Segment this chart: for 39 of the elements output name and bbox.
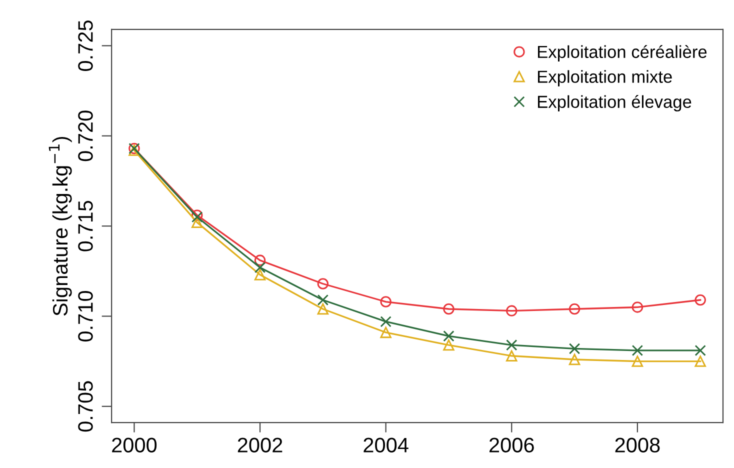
point (632, 302, 644, 313)
point (317, 303, 329, 315)
point (506, 339, 518, 351)
point (380, 316, 392, 328)
point (632, 356, 644, 367)
y-tick-label: 0.715 (78, 200, 93, 252)
point (506, 305, 518, 316)
point (568, 354, 580, 366)
x-tick-label: 2006 (490, 438, 534, 452)
legend-label: Exploitation céréalière (538, 45, 707, 62)
point (254, 269, 266, 280)
point (443, 303, 454, 315)
point (506, 350, 518, 362)
point (443, 339, 454, 351)
point (317, 278, 329, 290)
point (380, 326, 392, 338)
point (694, 344, 706, 356)
legend-label: Exploitation élevage (538, 95, 692, 112)
point (568, 343, 580, 354)
point (191, 216, 203, 228)
point (632, 344, 644, 356)
point (694, 294, 706, 306)
y-tick-label: 0.705 (78, 381, 93, 432)
y-axis-title: Signature (kg.kg$^{−1}$) (48, 136, 72, 316)
point (380, 296, 392, 308)
x-tick-label: 2000 (112, 438, 157, 452)
point (568, 303, 580, 315)
point (694, 356, 706, 367)
point (317, 294, 329, 306)
point (443, 330, 454, 342)
y-tick-label: 0.720 (78, 110, 93, 162)
y-tick-label: 0.725 (78, 20, 93, 71)
x-tick-label: 2008 (615, 438, 660, 452)
x-tick-label: 2004 (364, 438, 408, 452)
y-tick-label: 0.710 (78, 290, 93, 342)
point (254, 254, 266, 266)
point (254, 262, 266, 274)
x-tick-label: 2002 (238, 438, 282, 452)
legend-label: Exploitation mixte (538, 70, 672, 86)
